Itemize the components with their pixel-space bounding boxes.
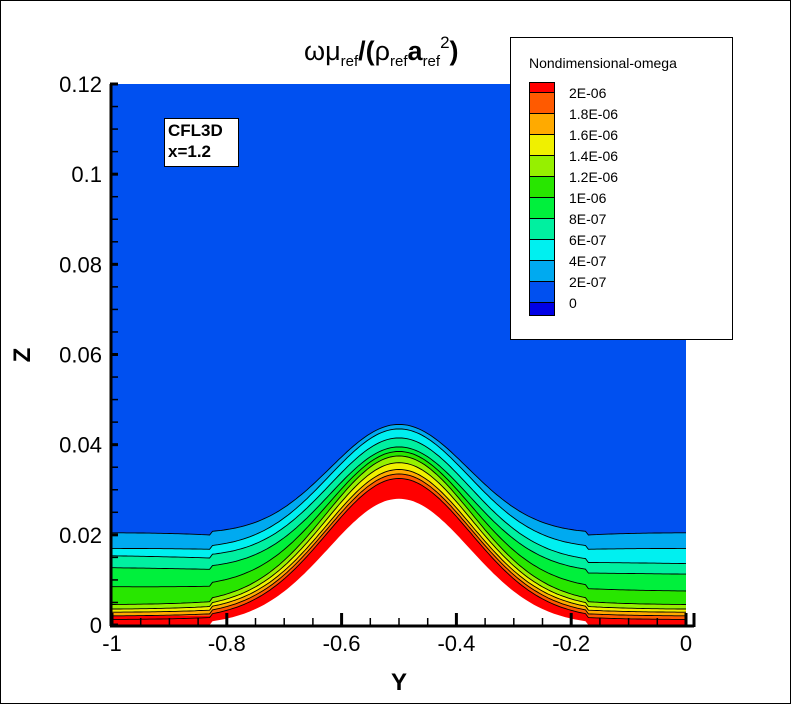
- legend-label: 1E-06: [569, 190, 607, 206]
- y-tick-label: 0.06: [59, 343, 102, 368]
- plot-title: ωμref/(ρrefaref2): [304, 33, 459, 70]
- legend-label: 2E-07: [569, 274, 607, 290]
- annotation-solver: CFL3D: [168, 121, 223, 140]
- legend-swatch: [529, 261, 555, 282]
- legend-swatch: [529, 93, 555, 114]
- contour-lines: [112, 423, 686, 625]
- legend-label: 1.8E-06: [569, 106, 619, 122]
- annotation-box: CFL3D x=1.2: [164, 118, 239, 167]
- legend-swatch: [529, 114, 555, 135]
- colorbar-legend: Nondimensional-omega 2E-06 1.8E-06 1.6E-06…: [510, 37, 733, 340]
- legend-label: 2E-06: [569, 85, 607, 101]
- legend-title: Nondimensional-omega: [529, 55, 677, 71]
- y-tick-label: 0.02: [59, 523, 102, 548]
- legend-swatch: [529, 177, 555, 198]
- legend-label: 8E-07: [569, 211, 607, 227]
- x-tick-label: -1: [102, 631, 122, 656]
- y-tick-label: 0.12: [59, 72, 102, 97]
- y-tick-label: 0.1: [71, 162, 102, 187]
- legend-swatch: [529, 135, 555, 156]
- y-tick-label: 0.08: [59, 252, 102, 277]
- legend-swatch: [529, 156, 555, 177]
- x-tick-label: 0: [680, 631, 692, 656]
- legend-swatch: [529, 219, 555, 240]
- legend-label: 1.4E-06: [569, 148, 619, 164]
- annotation-station: x=1.2: [168, 142, 212, 161]
- x-tick-label: -0.4: [437, 631, 475, 656]
- y-tick-label: 0.04: [59, 433, 102, 458]
- y-tick-label: 0: [90, 613, 102, 638]
- y-axis-title: Z: [9, 348, 36, 363]
- legend-swatch: [529, 282, 555, 303]
- legend-swatch: [529, 82, 555, 93]
- legend-label: 0: [569, 295, 577, 311]
- x-tick-label: -0.8: [208, 631, 246, 656]
- axes: 0 0.02 0.04 0.06 0.08 0.1 0.12 -1 -0.8 -0.6 -0.4 -0…: [9, 72, 696, 696]
- legend-label: 4E-07: [569, 253, 607, 269]
- legend-label: 1.6E-06: [569, 127, 619, 143]
- legend-swatch: [529, 303, 555, 316]
- legend-label: 1.2E-06: [569, 169, 619, 185]
- x-tick-label: -0.6: [323, 631, 361, 656]
- x-axis-title: Y: [391, 669, 407, 696]
- legend-swatch: [529, 198, 555, 219]
- x-tick-label: -0.2: [552, 631, 590, 656]
- legend-label: 6E-07: [569, 232, 607, 248]
- legend-swatch: [529, 240, 555, 261]
- colorbar: [529, 82, 555, 316]
